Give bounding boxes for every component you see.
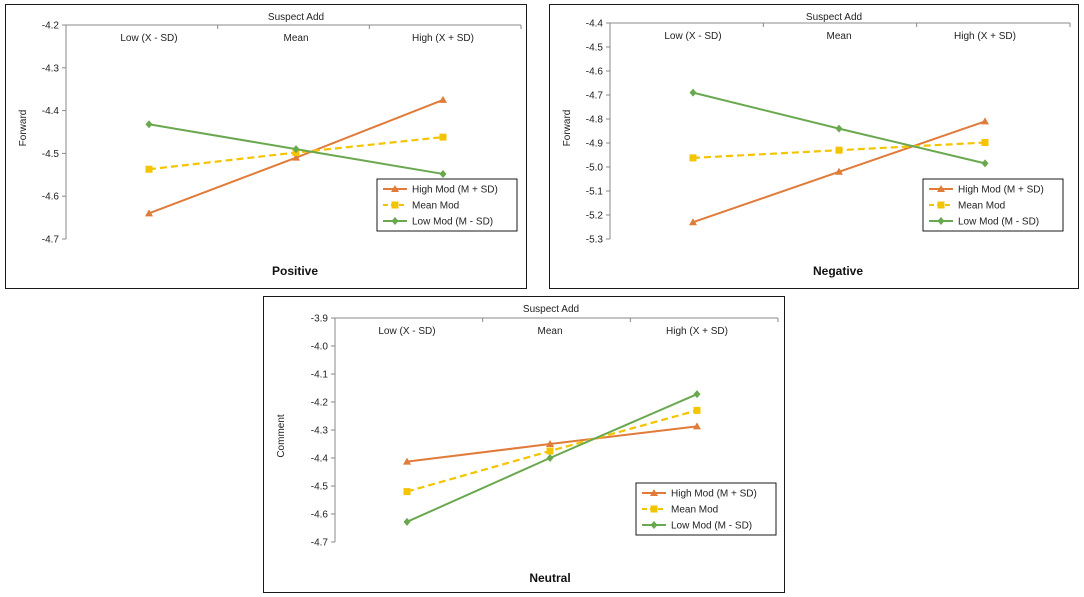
data-point-marker (439, 169, 447, 178)
x-tick-label: Low (X - SD) (378, 326, 435, 337)
data-point-marker (693, 422, 701, 430)
y-tick-label: -4.6 (42, 192, 60, 203)
data-point-marker (835, 146, 843, 154)
y-tick-label: -4.7 (586, 91, 604, 102)
x-axis-title: Suspect Add (268, 12, 324, 23)
y-tick-label: -4.3 (311, 426, 329, 437)
y-tick-label: -4.7 (42, 235, 60, 246)
y-tick-label: -5.2 (586, 211, 604, 222)
data-point-marker (145, 165, 153, 173)
chart-title: Negative (813, 264, 863, 278)
chart-panel-positive: -4.2 -4.3 -4.4 -4.5 -4.6 -4.7 Low (X - SD) Mea… (5, 4, 527, 289)
x-tick-label: High (X + SD) (412, 33, 474, 44)
x-tick-label: Mean (826, 31, 851, 42)
legend-label: Low Mod (M - SD) (412, 217, 493, 228)
legend-label: High Mod (M + SD) (671, 489, 757, 500)
chart-panel-neutral: -3.9 -4.0 -4.1 -4.2 -4.3 -4.4 -4.5 -4.6 -4.7 Low… (263, 296, 785, 593)
data-point-marker (981, 139, 989, 147)
legend-swatch-marker (391, 185, 399, 192)
y-tick-label: -4.3 (42, 63, 60, 74)
data-point-marker (689, 154, 697, 162)
legend-label: Low Mod (M - SD) (958, 217, 1039, 228)
y-tick-label: -4.4 (311, 454, 329, 465)
data-point-marker (981, 159, 989, 168)
data-point-marker (981, 117, 989, 125)
y-tick-label: -4.8 (586, 115, 604, 126)
y-axis-title: Forward (18, 110, 29, 147)
chart-panel-negative: -4.4 -4.5 -4.6 -4.7 -4.8 -4.9 -5.0 -5.1 -5.2 -5.3… (549, 4, 1079, 289)
x-tick-label: Low (X - SD) (120, 33, 177, 44)
data-point-marker (546, 440, 554, 447)
y-tick-label: -4.1 (311, 370, 329, 381)
y-tick-label: -4.6 (586, 67, 604, 78)
y-tick-label: -5.3 (586, 235, 604, 246)
y-tick-label: -4.2 (42, 21, 60, 32)
x-axis-title: Suspect Add (523, 304, 579, 315)
y-tick-label: -4.5 (586, 43, 604, 54)
y-tick-label: -4.2 (311, 398, 329, 409)
y-tick-label: -4.4 (42, 106, 60, 117)
legend-swatch-marker (937, 217, 945, 225)
data-point-marker (403, 457, 411, 465)
data-point-marker (546, 447, 554, 455)
chart-svg-negative: -4.4 -4.5 -4.6 -4.7 -4.8 -4.9 -5.0 -5.1 -5.2 -5.3… (562, 12, 1071, 278)
x-tick-label: Mean (537, 326, 562, 337)
legend-label: Mean Mod (412, 201, 459, 212)
data-point-marker (835, 124, 843, 133)
y-tick-label: -5.1 (586, 187, 604, 198)
y-axis-title: Comment (276, 414, 287, 458)
y-tick-label: -4.6 (311, 510, 329, 521)
data-point-marker (145, 120, 153, 129)
legend-label: High Mod (M + SD) (412, 185, 498, 196)
legend-swatch-marker (650, 489, 658, 496)
legend-label: Low Mod (M - SD) (671, 521, 752, 532)
y-tick-label: -4.9 (586, 139, 604, 150)
x-axis-title: Suspect Add (806, 12, 862, 23)
x-tick-label: Mean (283, 33, 308, 44)
data-point-marker (292, 145, 300, 154)
data-point-marker (403, 517, 411, 526)
y-tick-label: -4.5 (311, 482, 329, 493)
x-tick-label: High (X + SD) (666, 326, 728, 337)
data-point-marker (693, 406, 701, 414)
y-axis-title: Forward (562, 110, 573, 147)
data-point-marker (439, 95, 447, 103)
legend-swatch-marker (937, 201, 945, 209)
data-point-marker (689, 218, 697, 226)
data-point-marker (693, 390, 701, 399)
x-tick-label: Low (X - SD) (664, 31, 721, 42)
y-tick-label: -4.4 (586, 19, 604, 30)
data-point-marker (439, 133, 447, 141)
legend-label: Mean Mod (958, 201, 1005, 212)
chart-svg-positive: -4.2 -4.3 -4.4 -4.5 -4.6 -4.7 Low (X - SD) Mea… (18, 12, 522, 278)
legend-swatch-marker (391, 201, 399, 209)
y-tick-label: -4.0 (311, 342, 329, 353)
data-point-marker (403, 488, 411, 496)
legend-swatch-marker (937, 185, 945, 192)
chart-svg-neutral: -3.9 -4.0 -4.1 -4.2 -4.3 -4.4 -4.5 -4.6 -4.7 Low… (276, 304, 779, 585)
y-tick-label: -5.0 (586, 163, 604, 174)
data-point-marker (689, 88, 697, 97)
data-point-marker (546, 454, 554, 462)
legend-swatch-marker (650, 521, 658, 529)
y-tick-label: -3.9 (311, 314, 329, 325)
legend-label: Mean Mod (671, 505, 718, 516)
data-point-marker (835, 167, 843, 175)
data-point-marker (292, 153, 300, 161)
y-tick-label: -4.7 (311, 538, 329, 549)
x-tick-label: High (X + SD) (954, 31, 1016, 42)
legend-swatch-marker (650, 505, 658, 513)
data-point-marker (145, 209, 153, 217)
chart-title: Neutral (529, 571, 570, 585)
y-tick-label: -4.5 (42, 149, 60, 160)
legend-label: High Mod (M + SD) (958, 185, 1044, 196)
chart-title: Positive (272, 264, 318, 278)
legend-swatch-marker (391, 217, 399, 225)
